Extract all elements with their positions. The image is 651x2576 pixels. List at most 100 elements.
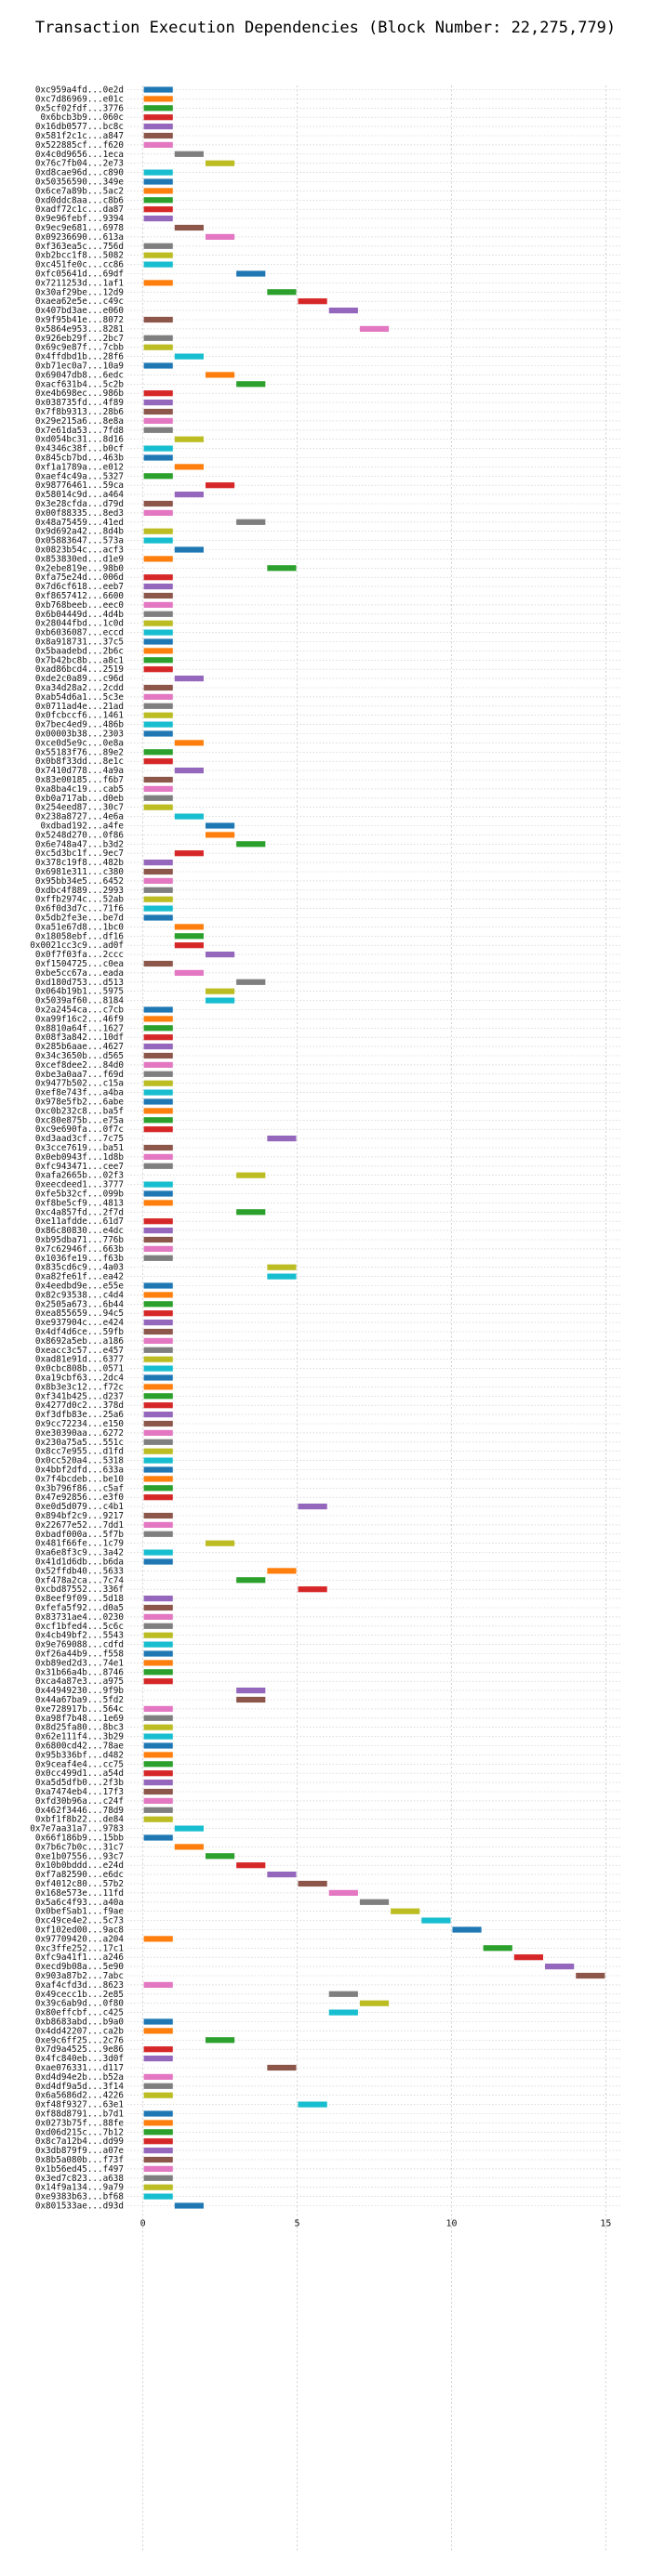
bar — [174, 464, 204, 470]
bar — [143, 877, 173, 884]
y-tick-label: 0x6981e311...c380 — [35, 867, 124, 877]
bar — [143, 1245, 173, 1252]
y-tick-label: 0xfc943471...cee7 — [35, 1162, 124, 1172]
y-tick-label: 0x7e61da53...7fd8 — [35, 426, 124, 436]
bar — [143, 620, 173, 626]
y-tick-label: 0x83731ae4...0230 — [35, 1612, 124, 1623]
y-tick-label: 0x30af29be...12d9 — [35, 287, 124, 297]
y-tick-label: 0x41d1d6db...b6da — [35, 1557, 124, 1568]
y-tick-label: 0x44a67ba9...5fd2 — [35, 1695, 124, 1705]
bar — [174, 1825, 204, 1832]
y-tick-label: 0xeecdeed1...3777 — [35, 1180, 124, 1190]
bar — [143, 1292, 173, 1298]
y-tick-label: 0xd4d94e2b...b52a — [35, 2072, 124, 2083]
bar — [143, 1742, 173, 1749]
y-tick-label: 0x9cc72234...e150 — [35, 1419, 124, 1429]
bar — [143, 188, 173, 194]
y-tick-label: 0xbe5cc67a...eada — [35, 968, 124, 979]
bar — [143, 1034, 173, 1041]
bar — [205, 822, 235, 829]
bar — [143, 584, 173, 590]
bar — [174, 546, 204, 553]
bar — [143, 1512, 173, 1519]
bar — [267, 565, 297, 572]
y-tick-label: 0x0eb0943f...1d8b — [35, 1152, 125, 1163]
y-tick-label: 0xb768beeb...eec0 — [35, 600, 124, 611]
y-tick-label: 0xbe3a0aa7...f69d — [35, 1070, 124, 1080]
y-tick-label: 0x2505a673...6b44 — [35, 1299, 125, 1309]
bar — [143, 693, 173, 700]
bar — [143, 657, 173, 664]
y-tick-label: 0xad86bcd4...2519 — [35, 664, 124, 675]
bar — [143, 2175, 173, 2181]
bar — [174, 969, 204, 976]
y-tick-label: 0xe4b698ec...986b — [35, 388, 125, 399]
y-tick-label: 0x4cb49bf2...5543 — [35, 1631, 124, 1641]
y-tick-label: 0x7bec4ed9...486b — [35, 720, 125, 730]
bar — [143, 574, 173, 581]
y-tick-label: 0x50356590...349e — [35, 177, 125, 188]
y-tick-label: 0xaef4c49a...5327 — [35, 471, 124, 481]
bar — [205, 1540, 235, 1546]
bar — [143, 1466, 173, 1473]
bar — [143, 601, 173, 608]
y-tick-label: 0xf1504725...c0ea — [35, 959, 124, 969]
bar — [143, 611, 173, 617]
bar — [143, 1089, 173, 1096]
bar — [143, 206, 173, 213]
bar — [236, 381, 266, 388]
y-tick-label: 0xe11afdde...61d7 — [35, 1216, 124, 1227]
bar — [143, 216, 173, 222]
bar — [143, 1705, 173, 1712]
bar — [143, 2092, 173, 2098]
bar — [143, 445, 173, 452]
y-tick-label: 0xfc05641d...69df — [35, 269, 124, 280]
y-tick-label: 0x6f0d3d7c...71f6 — [35, 904, 124, 914]
bar — [143, 509, 173, 516]
y-tick-label: 0x76c7fb04...2e73 — [35, 159, 124, 169]
bar — [143, 1236, 173, 1243]
y-tick-labels: 0xc959a4fd...0e2d0xc7d86969...e01c0x5cf0… — [30, 85, 124, 2212]
y-tick-label: 0xf8be5cf9...4813 — [35, 1198, 124, 1208]
y-tick-label: 0x44949230...9f9b — [35, 1686, 125, 1696]
y-tick-label: 0xa99f16c2...46f9 — [35, 1014, 124, 1024]
y-tick-label: 0x5248d270...0f86 — [35, 830, 124, 840]
y-tick-label: 0xe0d5d079...c4b1 — [35, 1502, 124, 1512]
y-tick-label: 0x16db0577...bc8c — [35, 122, 124, 132]
bar — [143, 2148, 173, 2154]
bar — [143, 105, 173, 112]
bar — [267, 289, 297, 296]
y-tick-label: 0x926eb29f...2bc7 — [35, 334, 124, 344]
bar — [143, 638, 173, 645]
y-tick-label: 0xc3ffe252...17c1 — [35, 1943, 124, 1953]
bar — [174, 813, 204, 820]
bar — [143, 1393, 173, 1400]
chart-title: Transaction Execution Dependencies (Bloc… — [34, 19, 617, 37]
bar — [143, 243, 173, 249]
bar — [143, 335, 173, 341]
y-tick-label: 0xe9c6ff25...2c76 — [35, 2035, 124, 2045]
y-tick-label: 0x1036fe19...f63b — [35, 1254, 125, 1264]
bar — [267, 2064, 297, 2071]
y-tick-label: 0x0cc520a4...5318 — [35, 1456, 124, 1466]
bar — [267, 1568, 297, 1574]
y-tick-label: 0x09236690...613a — [35, 232, 124, 243]
y-tick-label: 0x82c93538...c4d4 — [35, 1290, 125, 1300]
y-tick-label: 0x39c6ab9d...0f80 — [35, 1999, 124, 2009]
bar — [267, 1264, 297, 1270]
y-tick-label: 0x6800cd42...78ae — [35, 1741, 125, 1752]
bar — [513, 1954, 544, 1961]
y-tick-label: 0x69047db8...6edc — [35, 370, 124, 380]
bar — [298, 1586, 327, 1593]
y-tick-label: 0x8b5a080b...f73f — [35, 2155, 124, 2165]
y-tick-label: 0x9f95b41e...8072 — [35, 315, 124, 325]
y-tick-label: 0x95bb34e5...6452 — [35, 876, 124, 887]
bar — [143, 1834, 173, 1841]
bar — [143, 1347, 173, 1353]
y-tick-label: 0xa34d28a2...2cdd — [35, 683, 124, 693]
bar — [143, 454, 173, 461]
bar — [174, 676, 204, 682]
bar — [143, 1494, 173, 1501]
bar — [143, 1761, 173, 1768]
